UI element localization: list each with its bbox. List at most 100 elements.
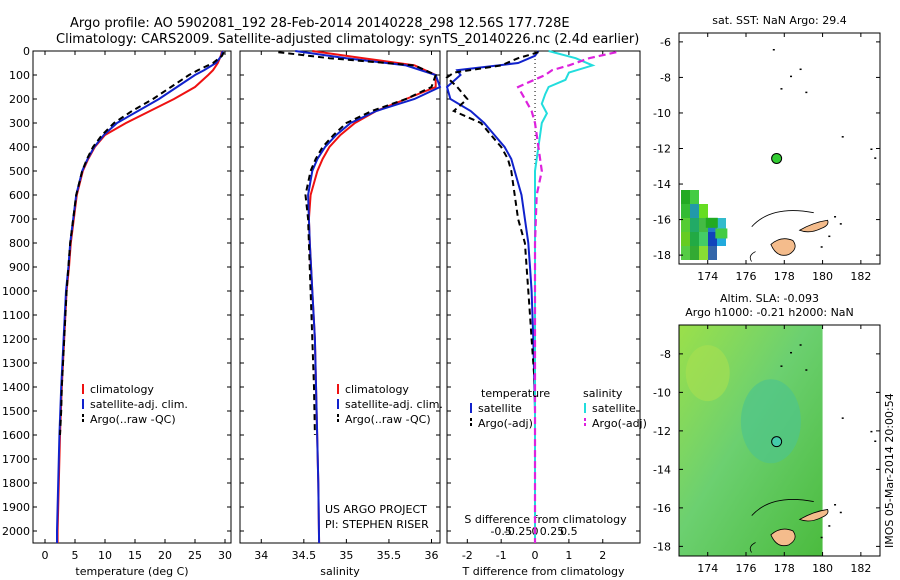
y-tick-label: -10 [653,386,671,399]
land-vanua-levu [798,508,829,522]
map-title-line2: Argo h1000: -0.21 h2000: NaN [685,306,854,319]
sst-cell [681,204,690,218]
small-island [839,223,842,225]
y-tick-label: -18 [653,249,671,262]
legend-label: Argo(..raw -QC) [90,413,176,426]
x-tick-label: 35 [339,549,353,562]
x-top-tick-label: -0.25 [504,525,532,538]
y-tick-label: 1800 [2,477,30,490]
map-frame [678,324,881,557]
y-tick-label: -12 [653,143,671,156]
x-tick-label: 0 [42,549,49,562]
sst-cell [690,204,699,218]
series-line-black [59,51,225,436]
figure-title-line2: Climatology: CARS2009. Satellite-adjuste… [56,32,639,47]
sst-cell [708,232,717,246]
x-tick-label: 182 [850,270,871,283]
sst-cell [690,190,699,204]
profile-panel-1: 0100200300400500600700800900100011001200… [2,45,232,578]
annotation-pi: PI: STEPHEN RISER [325,518,429,531]
sst-cell [705,217,718,228]
x-tick-label: 34.5 [292,549,317,562]
sst-cell [681,246,690,260]
small-island [828,235,831,238]
series-line-blue [295,50,442,544]
small-island [805,91,808,94]
y-tick-label: 400 [9,141,30,154]
x-tick-label: 30 [218,549,232,562]
x-axis-label: salinity [320,565,360,578]
x-tick-label: 25 [188,549,202,562]
plot-frame [446,50,641,544]
small-island [799,68,802,71]
x-top-tick-label: 0.5 [560,525,578,538]
map-panel-2: 174 176 178 180 182 -8 -10 -12 -14 -16 -18 Altim. S… [653,292,881,575]
y-tick-label: -6 [660,36,671,49]
small-island [780,88,783,90]
sst-cell [699,218,708,232]
small-island [834,504,837,506]
y-tick-label: 1500 [2,405,30,418]
y-tick-label: 100 [9,69,30,82]
sst-cell [690,246,699,260]
x-tick-label: 20 [158,549,172,562]
legend-label: satellite-adj. clim. [90,398,188,411]
y-tick-label: 300 [9,117,30,130]
y-tick-label: 0 [23,45,30,58]
y-tick-label: -18 [653,540,671,553]
small-island [805,369,808,371]
y-tick-label: -8 [660,71,671,84]
small-island [841,136,844,138]
y-tick-label: 1200 [2,333,30,346]
y-tick-label: 800 [9,237,30,250]
x-tick-label: 180 [812,270,833,283]
plot-frame [32,50,232,544]
legend-title: salinity [583,387,623,400]
y-tick-label: -8 [660,348,671,361]
sst-cell [681,190,690,204]
small-island [870,148,873,150]
argo-position-marker [771,152,783,164]
small-island [790,351,793,354]
small-island [870,430,873,433]
sst-cell [699,232,708,246]
x-tick-label: 0 [532,549,539,562]
map-title-line1: Altim. SLA: -0.093 [720,292,819,305]
x-tick-label: 36 [424,549,438,562]
y-tick-label: 600 [9,189,30,202]
profile-panel-2: 34 34.5 35 35.5 36 salinity climatology satelli… [239,50,443,578]
reef-outline [749,210,814,262]
x-tick-label: 35.5 [377,549,402,562]
sst-cell [681,218,690,232]
y-tick-label: 1600 [2,429,30,442]
x-tick-label: 178 [774,270,795,283]
y-tick-label: 1100 [2,309,30,322]
small-island [874,440,877,442]
y-tick-label: -14 [653,463,671,476]
sst-cell [681,232,690,246]
land-vanua-levu [798,219,829,233]
y-tick-label: -10 [653,107,671,120]
x-tick-label: 176 [736,562,757,575]
legend-label: satellite [478,402,522,415]
x-tick-label: 176 [736,270,757,283]
small-island [780,365,783,367]
x-tick-label: 182 [850,562,871,575]
sst-cell [715,228,728,239]
small-island [820,536,823,539]
y-tick-label: 500 [9,165,30,178]
altimetry-anomaly [740,379,801,464]
sst-cell [717,232,726,246]
sst-cell [690,218,699,232]
land-viti-levu [770,528,796,547]
x-tick-label: -1 [496,549,507,562]
y-tick-label: 200 [9,93,30,106]
small-island [834,216,837,218]
legend-title: temperature [481,387,550,400]
x-tick-label: -2 [462,549,473,562]
imos-timestamp: IMOS 05-Mar-2014 20:00:54 [883,393,896,548]
x-top-axis-label: S difference from climatology [464,513,627,526]
y-tick-label: 1700 [2,453,30,466]
profile-panel-3: -2 -1 0 1 2 T difference from climatology -0.5… [445,50,647,578]
sst-cell [708,246,717,260]
